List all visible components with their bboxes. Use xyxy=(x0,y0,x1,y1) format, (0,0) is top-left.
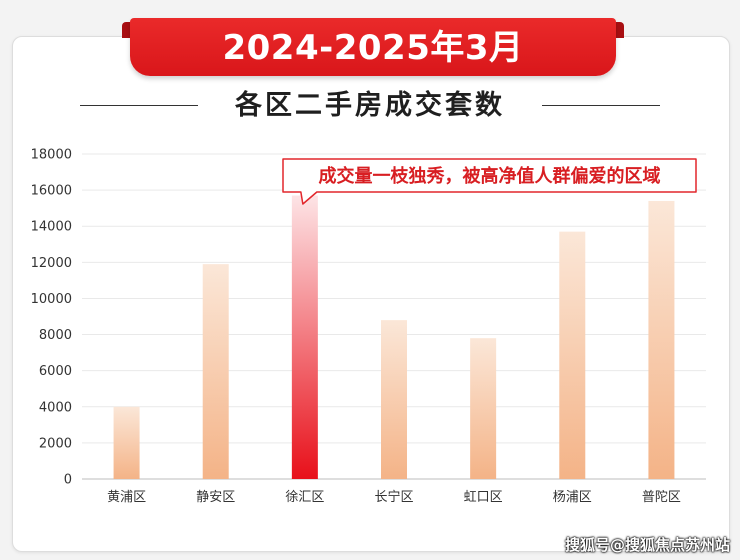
y-tick-label: 0 xyxy=(64,473,72,488)
annotation-box xyxy=(282,158,697,205)
bar xyxy=(470,338,497,479)
bar xyxy=(559,231,586,479)
watermark: 搜狐号@搜狐焦点苏州站 xyxy=(564,536,730,554)
y-tick-label: 2000 xyxy=(39,436,72,451)
x-tick-label: 普陀区 xyxy=(642,489,681,505)
bar xyxy=(202,264,229,479)
y-tick-label: 8000 xyxy=(39,328,72,343)
bar xyxy=(648,200,675,479)
bar xyxy=(113,406,140,479)
y-tick-label: 18000 xyxy=(31,148,72,163)
bar xyxy=(381,320,407,479)
title-banner xyxy=(130,18,616,76)
y-tick-label: 12000 xyxy=(31,256,72,271)
banner-title: 2024-2025年3月 xyxy=(222,28,524,68)
subtitle-rule-right xyxy=(542,105,660,106)
bar xyxy=(291,195,318,479)
y-tick-label: 16000 xyxy=(31,184,72,199)
y-tick-label: 14000 xyxy=(31,220,72,235)
annotation-callout: 成交量一枝独秀，被高净值人群偏爱的区域 xyxy=(282,158,697,205)
y-tick-label: 6000 xyxy=(39,364,72,379)
subtitle-rule-left xyxy=(80,105,198,106)
chart-subtitle: 各区二手房成交套数 xyxy=(235,90,505,121)
x-tick-label: 虹口区 xyxy=(464,490,503,505)
x-tick-label: 长宁区 xyxy=(374,489,413,505)
y-tick-label: 10000 xyxy=(31,292,72,307)
x-tick-label: 黄浦区 xyxy=(107,490,146,505)
x-tick-label: 静安区 xyxy=(196,490,235,505)
x-tick-label: 杨浦区 xyxy=(553,490,592,505)
annotation-text: 成交量一枝独秀，被高净值人群偏爱的区域 xyxy=(319,165,661,187)
x-tick-label: 徐汇区 xyxy=(285,490,324,505)
y-tick-label: 4000 xyxy=(39,400,72,415)
